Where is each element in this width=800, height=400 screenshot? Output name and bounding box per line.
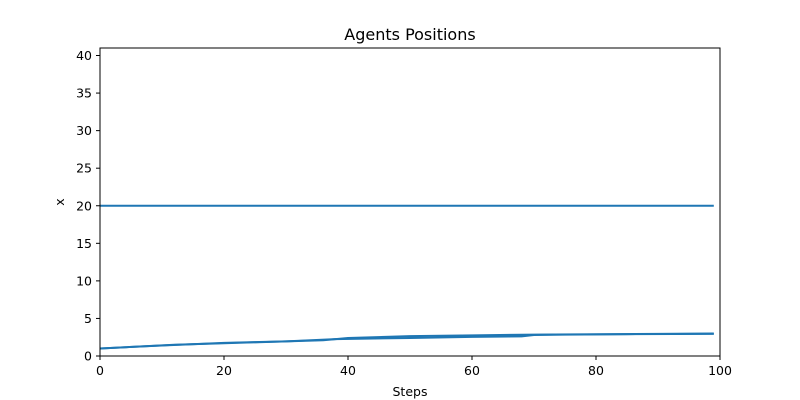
y-tick-label: 10 [76,273,92,288]
y-tick-label: 5 [84,311,92,326]
y-tick-label: 20 [76,198,92,213]
x-axis-ticks: 0 20 40 60 80 100 [96,356,732,378]
y-tick-label: 0 [84,349,92,364]
plot-lines [99,204,714,350]
x-tick-label: 100 [708,363,732,378]
y-axis-ticks: 0 5 10 15 20 25 30 35 40 [76,48,100,364]
x-tick-label: 40 [340,363,356,378]
series-line-3 [99,332,714,350]
x-tick-label: 0 [96,363,104,378]
y-tick-label: 25 [76,161,92,176]
series-line-2 [99,332,714,350]
y-tick-label: 30 [76,123,92,138]
y-axis-label: x [52,198,67,205]
y-tick-label: 40 [76,48,92,63]
x-tick-label: 80 [588,363,604,378]
x-tick-label: 20 [216,363,232,378]
y-tick-label: 15 [76,236,92,251]
plot-frame [99,47,721,357]
y-tick-label: 35 [76,86,92,101]
x-tick-label: 60 [464,363,480,378]
chart-title: Agents Positions [344,25,475,44]
x-axis-label: Steps [393,384,428,399]
